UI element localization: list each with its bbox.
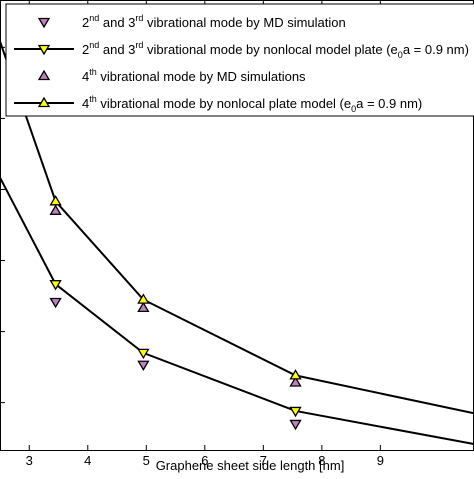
data-point-series-2 [289, 376, 302, 387]
legend-marker [37, 96, 51, 108]
x-tick-label: 5 [143, 453, 150, 468]
legend-marker [37, 69, 51, 81]
data-point-series-1 [137, 348, 150, 360]
data-point-series-0 [49, 297, 62, 309]
legend-label: 2nd and 3rd vibrational mode by nonlocal… [82, 40, 469, 60]
data-point-series-2 [49, 204, 62, 215]
x-tick-label: 4 [84, 453, 91, 468]
x-tick-label: 3 [26, 453, 33, 468]
legend-marker [37, 44, 51, 56]
data-point-series-0 [137, 360, 150, 372]
data-point-series-3 [289, 369, 302, 380]
data-point-series-2 [137, 301, 150, 313]
legend-label: 4th vibrational mode by MD simulations [82, 67, 306, 84]
legend-box [5, 3, 474, 117]
data-point-series-3 [137, 293, 150, 304]
data-point-series-1 [289, 406, 302, 418]
legend-label: 2nd and 3rd vibrational mode by MD simul… [82, 13, 346, 30]
data-point-series-3 [49, 195, 62, 206]
series-markers [49, 195, 302, 431]
legend: 2nd and 3rd vibrational mode by MD simul… [5, 3, 474, 117]
x-axis-label: Graphene sheet side length [nm] [156, 458, 345, 473]
legend-label: 4th vibrational mode by nonlocal plate m… [82, 94, 422, 114]
x-tick-label: 9 [377, 453, 384, 468]
data-point-series-0 [289, 419, 302, 431]
legend-marker [37, 17, 51, 29]
x-tick-label: 8 [318, 453, 325, 468]
data-point-series-1 [49, 280, 62, 291]
x-tick-label: 7 [260, 453, 267, 468]
x-tick-label: 6 [201, 453, 208, 468]
